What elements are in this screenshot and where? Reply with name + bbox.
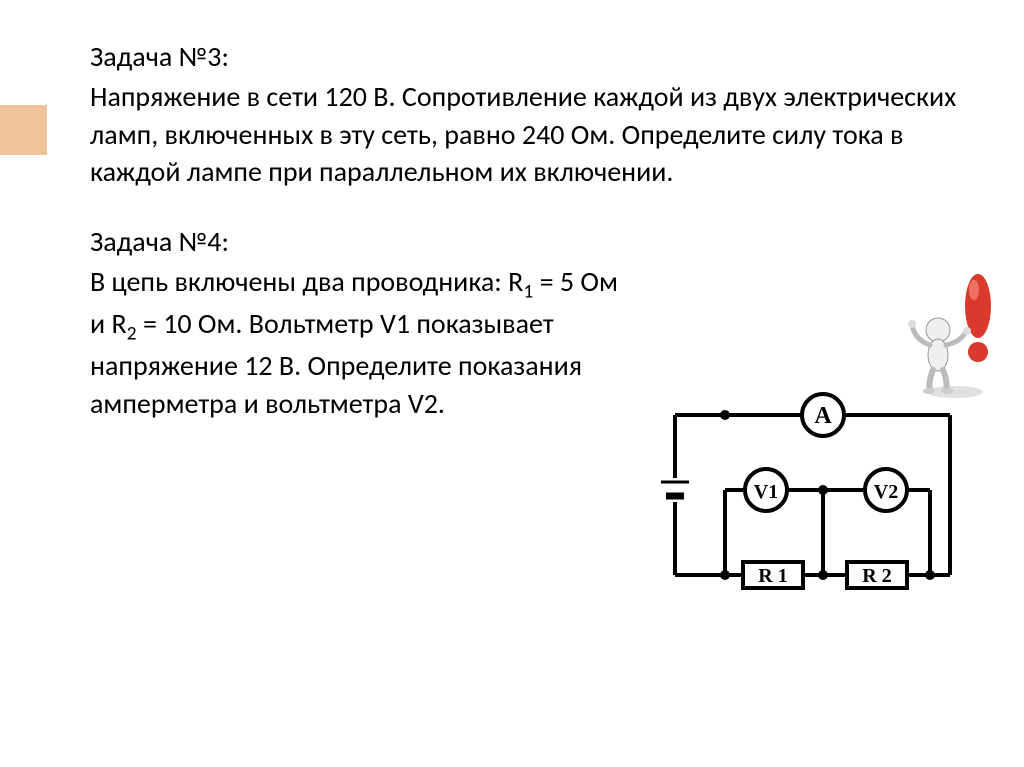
task-4-sub2: 2 <box>127 322 137 346</box>
task-4-text-a: В цепь включены два проводника: R <box>90 264 523 299</box>
task-3-title: Задача №3: <box>90 38 960 76</box>
task-4-title: Задача №4: <box>90 223 630 261</box>
task-4-text-c: = 10 Ом. Вольтметр V1 показывает напряже… <box>90 306 582 421</box>
svg-text:V1: V1 <box>754 481 778 503</box>
task-3: Задача №3: Напряжение в сети 120 В. Сопр… <box>90 38 960 191</box>
circuit-diagram: A A R 1 <box>655 390 965 620</box>
task-3-body: Напряжение в сети 120 В. Сопротивление к… <box>90 78 960 191</box>
svg-text:A: A <box>814 403 832 429</box>
exclamation-mascot-icon <box>900 270 1010 400</box>
accent-stripe <box>0 105 47 155</box>
content-area: Задача №3: Напряжение в сети 120 В. Сопр… <box>90 38 960 423</box>
svg-text:R 1: R 1 <box>758 565 787 587</box>
task-4-sub1: 1 <box>523 280 533 304</box>
task-4: Задача №4: В цепь включены два проводник… <box>90 223 630 422</box>
svg-text:R 2: R 2 <box>862 565 891 587</box>
svg-text:V2: V2 <box>874 481 898 503</box>
task-4-body: В цепь включены два проводника: R1 = 5 О… <box>90 263 630 423</box>
